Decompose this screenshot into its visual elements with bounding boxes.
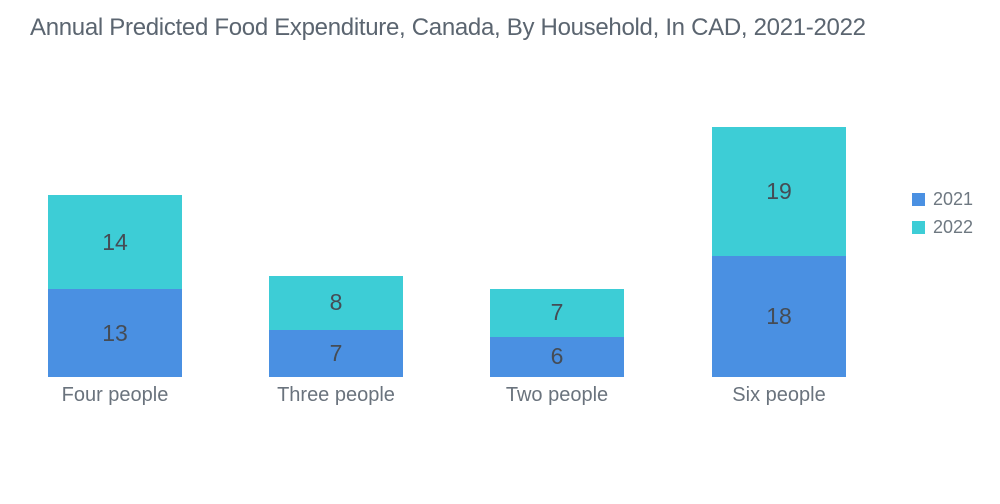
bar-value-label: 14 — [102, 228, 128, 255]
bar-segment-2021-four-people: 13 — [48, 289, 182, 377]
bar-value-label: 7 — [329, 339, 343, 366]
bar-segment-2022-four-people: 14 — [48, 194, 182, 290]
bar-segment-2022-three-people: 8 — [269, 275, 403, 330]
bar-segment-2021-three-people: 7 — [269, 329, 403, 377]
legend-item-2021: 2021 — [912, 190, 973, 208]
bar-value-label: 6 — [550, 343, 564, 370]
bar-segment-2021-two-people: 6 — [490, 336, 624, 377]
category-label-four-people: Four people — [61, 384, 169, 406]
legend-swatch-2022 — [912, 220, 925, 234]
category-label-three-people: Three people — [277, 384, 395, 406]
bar-segment-2021-six-people: 18 — [712, 255, 846, 377]
legend-label-2022: 2022 — [933, 217, 974, 237]
category-label-two-people: Two people — [505, 384, 609, 406]
category-label-six-people: Six people — [732, 384, 826, 406]
chart-title: Annual Predicted Food Expenditure, Canad… — [30, 14, 866, 41]
legend-swatch-2021 — [912, 192, 925, 206]
legend-label-2021: 2021 — [933, 189, 974, 209]
bar-segment-2022-two-people: 7 — [490, 289, 624, 337]
bar-value-label: 8 — [329, 289, 343, 316]
bar-value-label: 19 — [766, 177, 792, 204]
bar-segment-2022-six-people: 19 — [712, 127, 846, 256]
bar-value-label: 13 — [102, 319, 128, 346]
legend-item-2022: 2022 — [912, 218, 973, 236]
bar-value-label: 18 — [766, 302, 792, 329]
legend: 2021 2022 — [912, 190, 973, 236]
bar-value-label: 7 — [550, 299, 564, 326]
